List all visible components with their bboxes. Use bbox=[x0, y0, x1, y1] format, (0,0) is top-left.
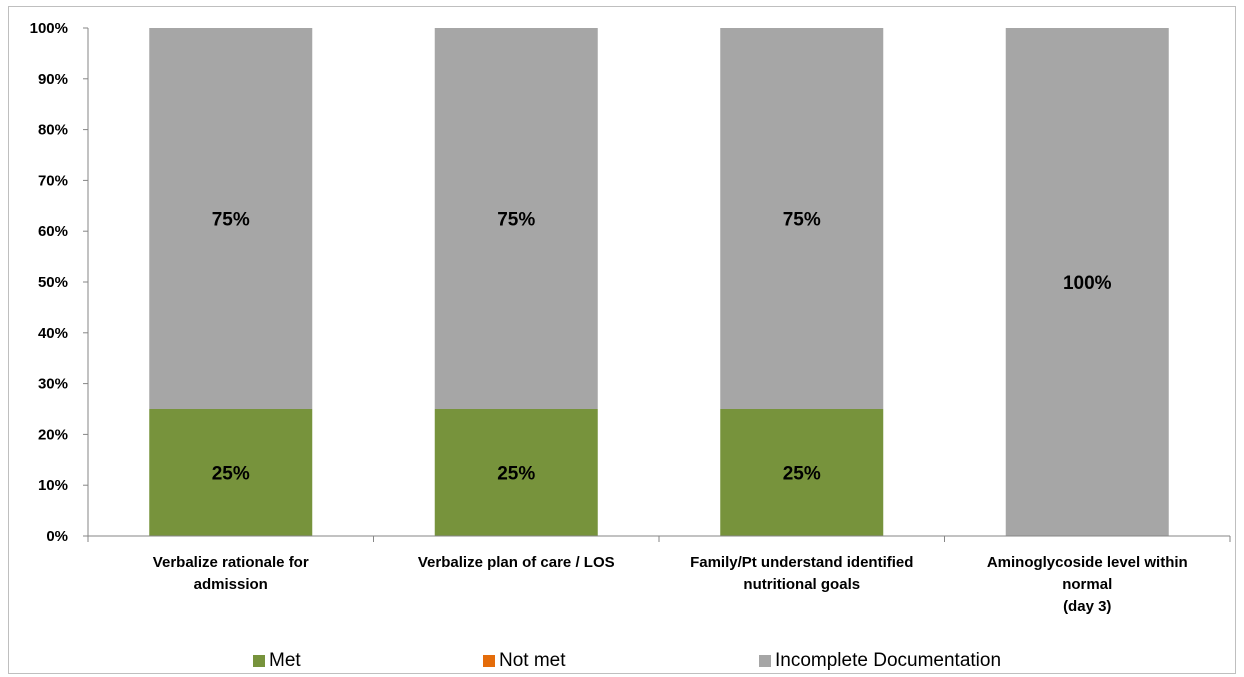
bar-incomplete-documentation-3 bbox=[720, 28, 884, 409]
x-category-label-1: admission bbox=[194, 576, 268, 593]
data-label-met-2: 25% bbox=[497, 464, 535, 485]
data-label-incomplete-documentation-3: 75% bbox=[783, 210, 821, 231]
y-tick-label: 90% bbox=[38, 71, 68, 88]
legend-label-incomplete-documentation: Incomplete Documentation bbox=[775, 650, 1002, 671]
bar-met-3 bbox=[720, 409, 884, 536]
legend-swatch-met bbox=[253, 655, 265, 667]
bar-met-2 bbox=[434, 409, 598, 536]
y-tick-label: 70% bbox=[38, 172, 68, 189]
legend-item-met: Met bbox=[253, 650, 301, 672]
bar-incomplete-documentation-2 bbox=[434, 28, 598, 409]
bar-met-1 bbox=[149, 409, 313, 536]
data-label-incomplete-documentation-4: 100% bbox=[1063, 273, 1112, 294]
data-label-incomplete-documentation-2: 75% bbox=[497, 210, 535, 231]
chart-legend: Met Not met Incomplete Documentation bbox=[0, 650, 1244, 672]
y-tick-label: 80% bbox=[38, 122, 68, 139]
y-tick-label: 30% bbox=[38, 376, 68, 393]
data-label-incomplete-documentation-1: 75% bbox=[212, 210, 250, 231]
x-category-label-4: normal bbox=[1062, 576, 1112, 593]
bar-incomplete-documentation-1 bbox=[149, 28, 313, 409]
x-category-label-2: Verbalize plan of care / LOS bbox=[418, 554, 615, 571]
x-category-label-3: Family/Pt understand identified bbox=[690, 554, 913, 571]
x-category-label-3: nutritional goals bbox=[743, 576, 860, 593]
legend-label-not-met: Not met bbox=[499, 650, 566, 671]
x-category-label-1: Verbalize rationale for bbox=[153, 554, 309, 571]
legend-swatch-not-met bbox=[483, 655, 495, 667]
y-tick-label: 0% bbox=[46, 528, 68, 545]
data-label-met-1: 25% bbox=[212, 464, 250, 485]
y-tick-label: 20% bbox=[38, 426, 68, 443]
chart-frame bbox=[8, 6, 1236, 674]
data-label-met-3: 25% bbox=[783, 464, 821, 485]
y-tick-label: 40% bbox=[38, 325, 68, 342]
y-tick-label: 10% bbox=[38, 477, 68, 494]
y-tick-label: 60% bbox=[38, 223, 68, 240]
legend-item-not-met: Not met bbox=[483, 650, 566, 672]
y-tick-label: 100% bbox=[30, 20, 68, 37]
y-tick-label: 50% bbox=[38, 274, 68, 291]
x-category-label-4: Aminoglycoside level within bbox=[987, 554, 1188, 571]
legend-label-met: Met bbox=[269, 650, 301, 671]
bar-incomplete-documentation-4 bbox=[1005, 28, 1169, 536]
legend-swatch-incomplete-documentation bbox=[759, 655, 771, 667]
x-category-label-4: (day 3) bbox=[1063, 598, 1111, 615]
legend-item-incomplete-documentation: Incomplete Documentation bbox=[759, 650, 1001, 672]
